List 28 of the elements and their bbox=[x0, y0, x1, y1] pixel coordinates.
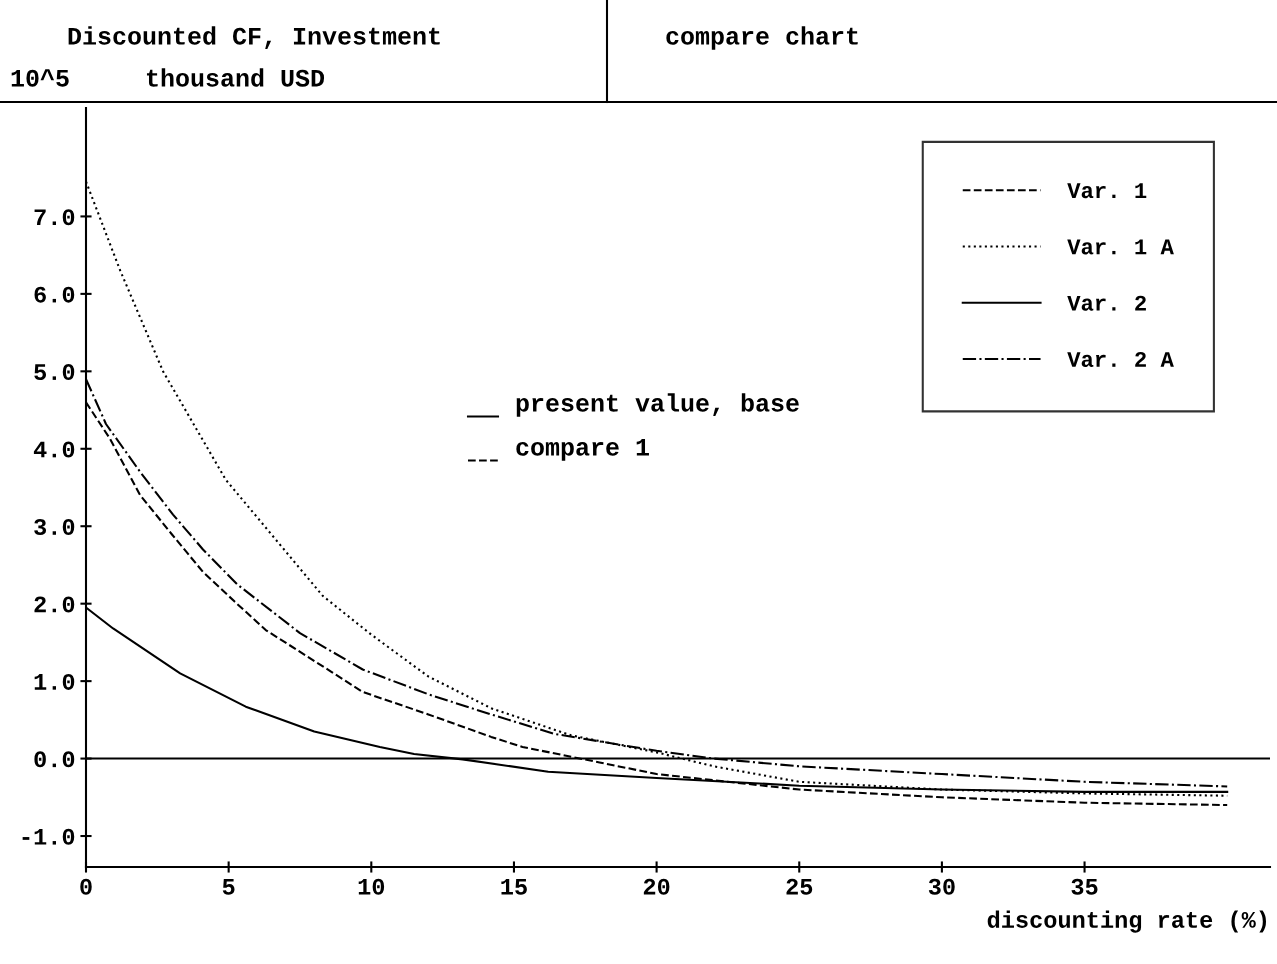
x-tick-label: 10 bbox=[358, 878, 385, 895]
x-axis-title: discounting rate (%) bbox=[987, 910, 1267, 933]
x-tick-label: 0 bbox=[80, 878, 92, 895]
y-tick-label: -1.0 bbox=[22, 828, 75, 845]
annotation: present value, base bbox=[516, 393, 799, 417]
x-tick-label: 35 bbox=[1071, 878, 1098, 895]
x-tick-label: 5 bbox=[222, 878, 235, 895]
x-tick-label: 25 bbox=[786, 878, 813, 895]
legend-label: Var. 2 bbox=[1067, 295, 1146, 311]
y-tick-label: 5.0 bbox=[34, 364, 75, 381]
x-tick-label: 30 bbox=[928, 878, 955, 895]
y-tick-label: 3.0 bbox=[34, 518, 75, 536]
y-tick-label: 7.0 bbox=[34, 209, 75, 226]
x-tick-label: 15 bbox=[501, 878, 527, 895]
y-tick-label: 2.0 bbox=[34, 596, 75, 613]
annotation: compare 1 bbox=[516, 439, 649, 461]
y-axis-title: thousand USD bbox=[146, 68, 325, 87]
y-tick-label: 4.0 bbox=[33, 441, 75, 458]
legend-label: Var. 1 A bbox=[1067, 239, 1174, 255]
legend-label: Var. 2 A bbox=[1067, 351, 1174, 368]
y-tick-label: 6.0 bbox=[34, 286, 75, 303]
chart-title: Discounted CF, Investment bbox=[68, 26, 440, 49]
chart-subtitle: compare chart bbox=[666, 26, 858, 50]
y-tick-label: 0.0 bbox=[34, 751, 75, 768]
text: 10^5 bbox=[11, 69, 69, 87]
x-tick-label: 20 bbox=[643, 878, 670, 895]
legend-label: Var. 1 bbox=[1067, 183, 1147, 199]
y-tick-label: 1.0 bbox=[34, 673, 75, 690]
